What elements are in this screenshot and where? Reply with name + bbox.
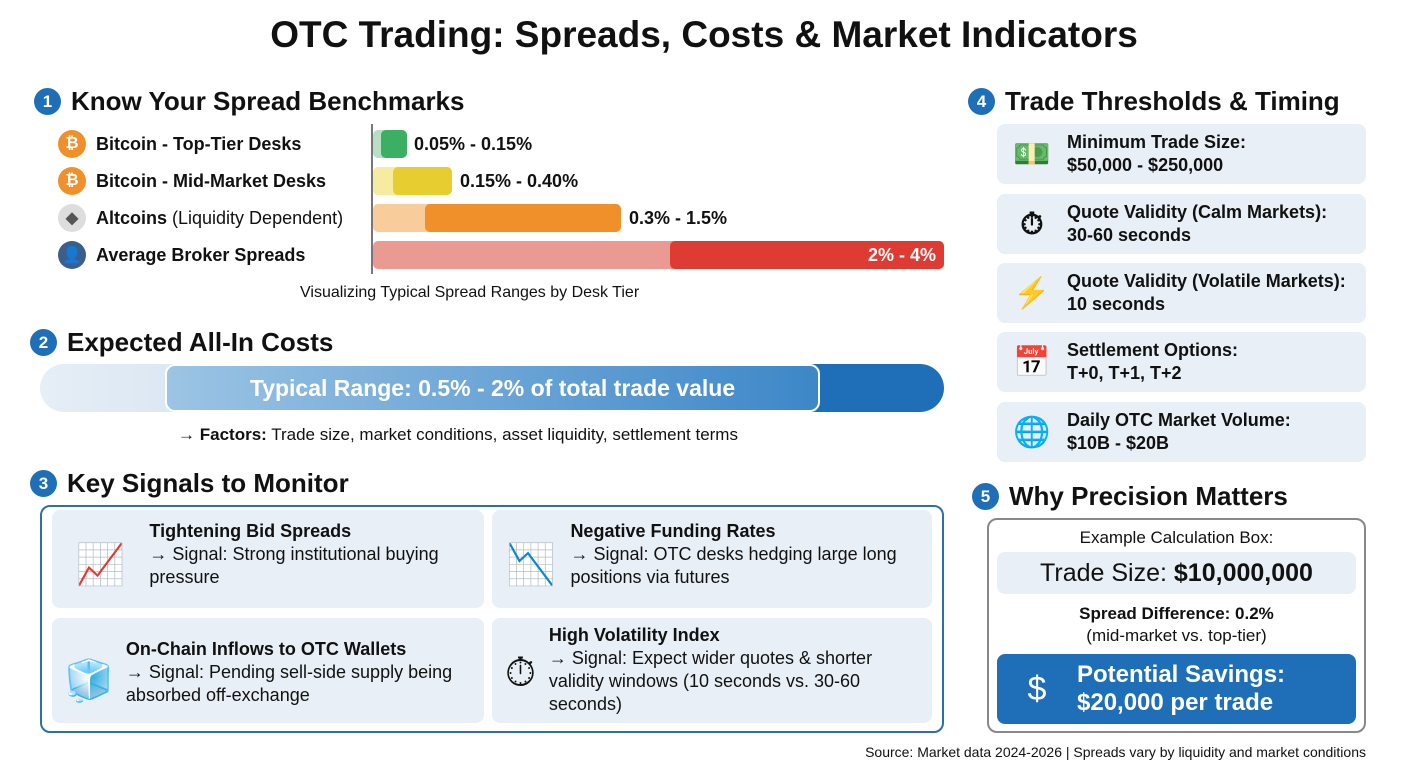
bar-altcoins (425, 204, 621, 232)
section-1-heading: 1 Know Your Spread Benchmarks (34, 86, 464, 117)
bitcoin-icon: ₿ (58, 130, 86, 158)
section-number: 4 (968, 88, 995, 115)
volatility-clock-icon: ⏱ (504, 651, 537, 695)
factors-line: → Factors: Trade size, market conditions… (178, 425, 738, 445)
signal-card: 🧊 On-Chain Inflows to OTC Wallets → Signal… (52, 618, 484, 723)
factors-label: Factors: (199, 425, 267, 444)
threshold-card: ⏱ Quote Validity (Calm Markets): 30-60 sec… (997, 194, 1366, 254)
spread-note: (mid-market vs. top-tier) (1086, 626, 1267, 645)
section-4-heading: 4 Trade Thresholds & Timing (968, 86, 1340, 117)
bar-label: 0.3% - 1.5% (629, 208, 728, 228)
section-2-heading: 2 Expected All-In Costs (30, 327, 333, 358)
heading-text: Why Precision Matters (1009, 481, 1288, 511)
page-title: OTC Trading: Spreads, Costs & Market Ind… (270, 14, 1138, 55)
savings-label: Potential Savings: (1077, 661, 1286, 688)
signal-card: 📉 Negative Funding Rates → Signal: OTC des… (492, 510, 932, 608)
globe-icon: 🌐 (1013, 415, 1051, 449)
bar-label: 2% - 4% (867, 245, 936, 265)
bar-top-tier (381, 130, 407, 158)
threshold-label: Quote Validity (Calm Markets): (1067, 202, 1328, 222)
section-5-heading: 5 Why Precision Matters (972, 481, 1288, 512)
stopwatch-icon: ⏱ (1020, 207, 1044, 241)
threshold-value: T+0, T+1, T+2 (1067, 363, 1182, 383)
section-number: 5 (972, 483, 999, 510)
heading-text: Key Signals to Monitor (67, 468, 349, 498)
lightning-stopwatch-icon: ⚡ (1013, 276, 1051, 310)
threshold-card: 🌐 Daily OTC Market Volume: $10B - $20B (997, 402, 1366, 462)
section-3-heading: 3 Key Signals to Monitor (30, 468, 349, 499)
calculation-box (987, 518, 1366, 733)
signal-text: → Signal: Pending sell-side supply being… (125, 662, 453, 705)
section-number: 3 (30, 470, 57, 497)
threshold-value: 10 seconds (1067, 294, 1166, 314)
spread-row: ₿ Bitcoin - Mid-Market Desks (58, 166, 326, 196)
trade-size-value: $10,000,000 (1173, 558, 1313, 587)
spread-row: ◆ Altcoins (Liquidity Dependent) (58, 203, 343, 233)
typical-range-label: Typical Range: 0.5% - 2% of total trade … (165, 364, 820, 412)
bitcoin-icon: ₿ (58, 167, 86, 195)
section-number: 1 (34, 88, 61, 115)
blockchain-wallet-icon: 🧊 (64, 659, 114, 703)
signal-card: 📈 Tightening Bid Spreads → Signal: Strong … (52, 510, 484, 608)
threshold-label: Minimum Trade Size: (1067, 132, 1247, 152)
threshold-value: 30-60 seconds (1067, 225, 1192, 245)
heading-text: Expected All-In Costs (67, 327, 334, 357)
signal-title: Negative Funding Rates (570, 521, 776, 541)
chart-caption: Visualizing Typical Spread Ranges by Des… (300, 284, 640, 301)
bar-broker (670, 241, 944, 269)
broker-icon: 👤 (58, 241, 86, 269)
savings-hand-icon: $ (1027, 669, 1047, 708)
threshold-card: 📅 Settlement Options: T+0, T+1, T+2 (997, 332, 1366, 392)
calendar-check-icon: 📅 (1013, 345, 1051, 379)
signal-text: → Signal: Strong institutional buying pr… (149, 544, 439, 587)
signal-title: On-Chain Inflows to OTC Wallets (125, 639, 407, 659)
trade-size: Trade Size: $10,000,000 (997, 552, 1356, 594)
signal-text: → Signal: OTC desks hedging large long p… (570, 544, 897, 587)
spread-difference: Spread Difference: 0.2% (1079, 604, 1274, 623)
source-footer: Source: Market data 2024-2026 | Spreads … (865, 744, 1366, 760)
chart-axis (371, 124, 373, 274)
signal-card: ⏱ High Volatility Index → Signal: Expect w… (492, 618, 932, 723)
rising-chart-icon: 📈 (75, 542, 126, 587)
trade-size-label: Trade Size: (1040, 558, 1167, 587)
row-label: Altcoins (96, 207, 168, 228)
savings-box: $ Potential Savings: $20,000 per trade (997, 654, 1356, 724)
factors-text: Trade size, market conditions, asset liq… (266, 425, 738, 444)
signal-title: High Volatility Index (548, 625, 720, 645)
signals-box (40, 505, 944, 733)
bar-label: 0.05% - 0.15% (414, 134, 533, 154)
heading-text: Know Your Spread Benchmarks (71, 86, 465, 116)
arrow-icon: → (178, 425, 195, 444)
threshold-value: $10B - $20B (1067, 433, 1170, 453)
savings-value: $20,000 per trade (1077, 689, 1274, 716)
falling-chart-icon: 📉 (506, 542, 557, 587)
section-number: 2 (30, 329, 57, 356)
threshold-value: $50,000 - $250,000 (1067, 155, 1224, 175)
signal-title: Tightening Bid Spreads (149, 521, 352, 541)
heading-text: Trade Thresholds & Timing (1005, 86, 1340, 116)
spread-row: ₿ Bitcoin - Top-Tier Desks (58, 129, 301, 159)
spread-row: 👤 Average Broker Spreads (58, 240, 305, 270)
row-label: Bitcoin - Top-Tier Desks (96, 133, 302, 154)
row-label-note: (Liquidity Dependent) (167, 207, 344, 228)
threshold-card: ⚡ Quote Validity (Volatile Markets): 10 se… (997, 263, 1366, 323)
bar-mid-market (393, 167, 452, 195)
threshold-label: Daily OTC Market Volume: (1067, 410, 1291, 430)
row-label: Bitcoin - Mid-Market Desks (96, 170, 327, 191)
threshold-card: 💵 Minimum Trade Size: $50,000 - $250,000 (997, 124, 1366, 184)
cash-icon: 💵 (1013, 137, 1051, 171)
row-label: Average Broker Spreads (96, 244, 306, 265)
bar-label: 0.15% - 0.40% (460, 171, 579, 191)
signal-text: → Signal: Expect wider quotes & shorter … (548, 648, 873, 714)
ethereum-icon: ◆ (58, 204, 86, 232)
threshold-label: Settlement Options: (1067, 340, 1239, 360)
calc-box-title: Example Calculation Box: (1079, 528, 1274, 547)
threshold-label: Quote Validity (Volatile Markets): (1067, 271, 1346, 291)
